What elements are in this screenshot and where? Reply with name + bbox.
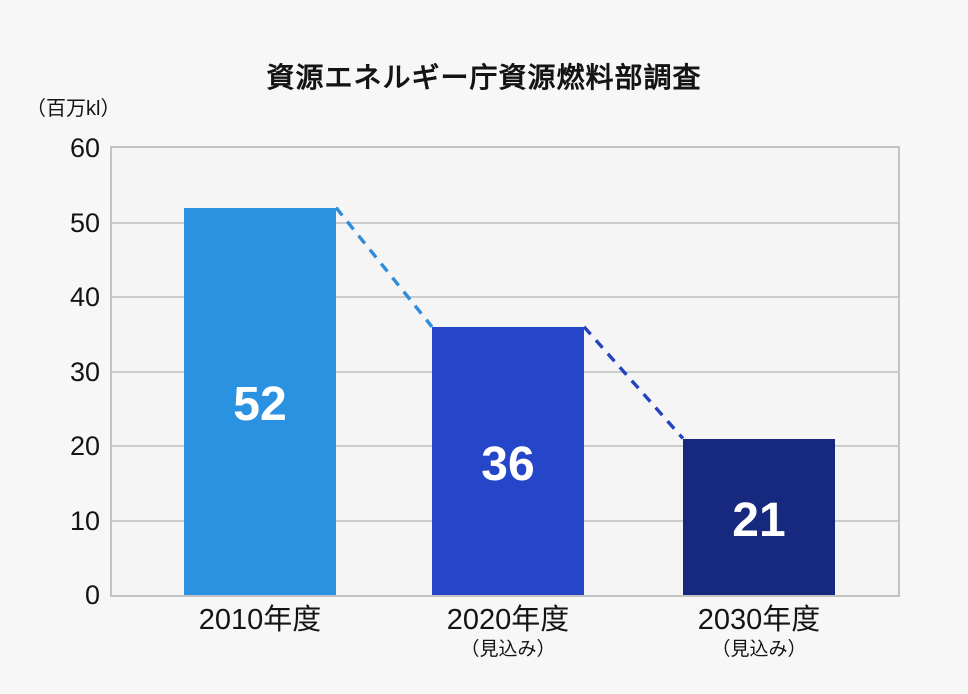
x-category-label: 2010年度	[198, 604, 322, 636]
y-axis-unit-label: （百万kl）	[26, 98, 121, 120]
x-category-sublabel: （見込み）	[711, 639, 807, 660]
x-category-sublabel: （見込み）	[460, 639, 556, 660]
x-category-label: 2030年度	[697, 604, 821, 636]
y-tick-label: 40	[69, 282, 100, 312]
plot-area: 52 36 21	[110, 146, 900, 597]
y-tick-label: 60	[69, 133, 100, 163]
bar-value-label: 21	[732, 493, 786, 547]
bar-value-label: 52	[233, 378, 287, 432]
bar-2030年度: 21	[683, 438, 835, 595]
y-tick-label: 50	[69, 207, 100, 238]
gridline	[112, 296, 898, 298]
chart-title: 資源エネルギー庁資源燃料部調査	[266, 62, 702, 93]
y-tick-label: 0	[84, 580, 100, 610]
y-tick-label: 20	[69, 431, 100, 461]
y-tick-label: 10	[69, 505, 100, 536]
x-category-label: 2020年度	[446, 604, 570, 636]
y-tick-label: 30	[69, 356, 100, 387]
bar-2010年度: 52	[184, 207, 336, 595]
gridline	[112, 221, 898, 224]
bar-2020年度: 36	[432, 326, 584, 595]
bar-value-label: 36	[481, 437, 535, 491]
